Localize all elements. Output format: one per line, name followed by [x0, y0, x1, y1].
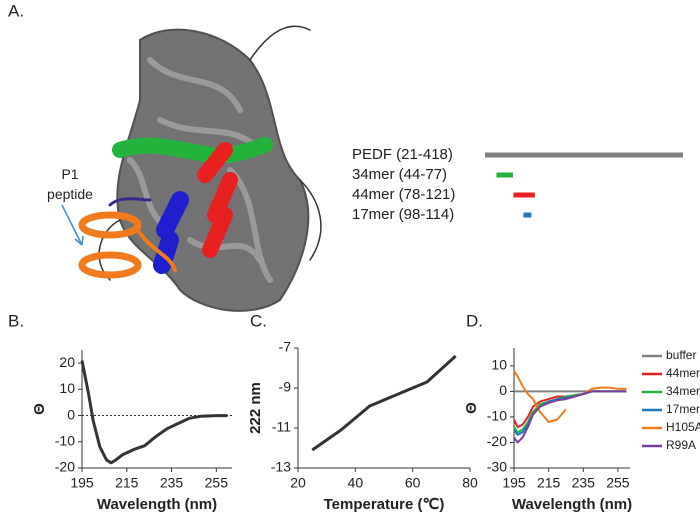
- y-tick-label: -20: [55, 459, 75, 475]
- y-tick-label: 0: [499, 382, 507, 398]
- legend-text: 34mer: [666, 384, 700, 398]
- series-line: [80, 360, 228, 465]
- annotation-line: P1: [61, 166, 78, 182]
- annotation: P1 peptide: [47, 166, 93, 202]
- y-tick-label: 10: [491, 357, 507, 373]
- arrow-head: [74, 235, 84, 246]
- legend-text: buffer: [666, 348, 696, 362]
- panel-label: B.: [8, 311, 24, 330]
- y-tick-label: -9: [279, 379, 292, 395]
- y-tick-label: 20: [59, 354, 75, 370]
- y-axis-label: 222 nm: [247, 382, 264, 434]
- x-tick-label: 235: [572, 475, 596, 491]
- arrow: [61, 204, 83, 246]
- legend-text: R99A: [666, 438, 696, 452]
- x-tick-label: 195: [502, 475, 526, 491]
- legend-text: H105A: [666, 420, 700, 434]
- construct-label: 44mer (78-121): [352, 186, 455, 203]
- y-tick-label: 10: [59, 380, 75, 396]
- legend-text: 17mer: [666, 402, 700, 416]
- panel-label: D.: [466, 311, 483, 330]
- x-tick-label: 20: [290, 475, 306, 491]
- y-tick-label: -11: [272, 419, 291, 435]
- x-axis-label: Temperature (℃): [324, 496, 445, 513]
- x-tick-label: 255: [205, 475, 229, 491]
- y-tick-label: -13: [271, 459, 291, 475]
- construct-label: PEDF (21-418): [352, 146, 453, 163]
- x-tick-label: 60: [405, 475, 421, 491]
- construct-label: 34mer (44-77): [352, 166, 447, 183]
- legend-text: 44mer: [666, 366, 700, 380]
- x-axis-label: Wavelength (nm): [512, 496, 632, 513]
- panel-label: C.: [250, 311, 267, 330]
- y-tick-label: -10: [487, 408, 507, 424]
- construct-label: 17mer (98-114): [352, 206, 454, 223]
- series-line: [311, 354, 457, 452]
- x-tick-label: 255: [606, 475, 630, 491]
- y-tick-label: -10: [55, 432, 75, 448]
- panel-label: A.: [8, 1, 24, 20]
- y-tick-label: -20: [487, 433, 507, 449]
- x-axis-label: Wavelength (nm): [97, 496, 217, 513]
- series-line: [513, 370, 567, 423]
- y-axis-label: Θ: [463, 402, 480, 414]
- annotation-line: peptide: [47, 186, 93, 202]
- x-tick-label: 235: [160, 475, 184, 491]
- protein-structure: [78, 25, 322, 312]
- y-axis-label: Θ: [31, 403, 48, 415]
- x-tick-label: 80: [462, 475, 478, 491]
- y-tick-label: -30: [487, 459, 507, 475]
- series-line: [582, 386, 627, 395]
- x-tick-label: 40: [348, 475, 364, 491]
- x-tick-label: 215: [115, 475, 139, 491]
- y-tick-label: -7: [279, 339, 292, 355]
- series-line: [513, 390, 627, 444]
- x-tick-label: 215: [537, 475, 561, 491]
- x-tick-label: 195: [70, 475, 94, 491]
- y-tick-label: 0: [67, 406, 75, 422]
